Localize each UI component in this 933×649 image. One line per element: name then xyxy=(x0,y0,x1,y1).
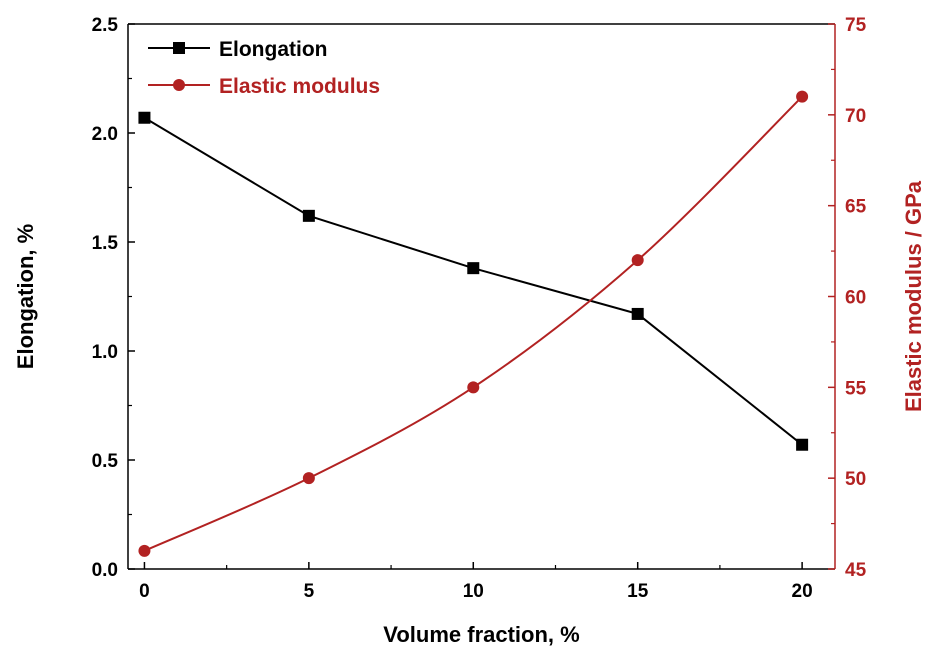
legend-label: Elastic modulus xyxy=(219,75,380,98)
left-y-tick-label: 0.0 xyxy=(92,560,118,581)
series-elastic-modulus-point xyxy=(302,472,315,485)
right-y-tick-label: 55 xyxy=(845,378,867,399)
axes-layer: 0 5 10 15 20 0.0 0.5 1.0 1.5 2.0 2.5 45 50 55 60 65 70 75 xyxy=(92,15,867,602)
series-elastic-modulus-point xyxy=(631,254,644,267)
left-y-tick-label: 1.5 xyxy=(92,233,119,254)
series-elastic-modulus-line xyxy=(144,95,803,552)
series-elongation-point xyxy=(138,111,151,124)
series-elastic-modulus-point xyxy=(467,381,480,394)
series-elongation-point xyxy=(467,262,480,275)
legend-marker-circle xyxy=(173,79,185,91)
left-y-tick-label: 2.0 xyxy=(92,124,118,145)
right-y-tick-label: 45 xyxy=(845,560,867,581)
legend: Elongation Elastic modulus xyxy=(148,38,380,98)
left-y-tick-label: 1.0 xyxy=(92,342,118,363)
series-elongation-line xyxy=(143,116,803,446)
x-axis-title: Volume fraction, % xyxy=(383,622,579,647)
right-y-tick-label: 50 xyxy=(845,469,866,490)
right-y-tick-label: 60 xyxy=(845,288,866,309)
left-y-tick-label: 0.5 xyxy=(92,451,119,472)
right-y-tick-label: 75 xyxy=(845,15,867,36)
x-tick-label: 20 xyxy=(792,581,813,602)
x-tick-label: 15 xyxy=(627,581,649,602)
x-tick-label: 0 xyxy=(139,581,150,602)
x-tick-label: 10 xyxy=(463,581,484,602)
right-y-tick-label: 65 xyxy=(845,197,867,218)
legend-label: Elongation xyxy=(219,38,328,61)
series-layer xyxy=(138,90,809,557)
legend-marker-square xyxy=(173,42,185,54)
series-elongation-point xyxy=(796,438,809,451)
left-y-axis-title: Elongation, % xyxy=(13,224,38,369)
right-y-tick-label: 70 xyxy=(845,106,866,127)
right-y-axis-title: Elastic modulus / GPa xyxy=(901,180,926,412)
series-elastic-modulus-point xyxy=(138,544,151,557)
series-elongation-point xyxy=(302,209,315,222)
left-y-tick-label: 2.5 xyxy=(92,15,119,36)
x-tick-label: 5 xyxy=(304,581,315,602)
series-elastic-modulus-point xyxy=(796,90,809,103)
series-elongation-point xyxy=(631,307,644,320)
